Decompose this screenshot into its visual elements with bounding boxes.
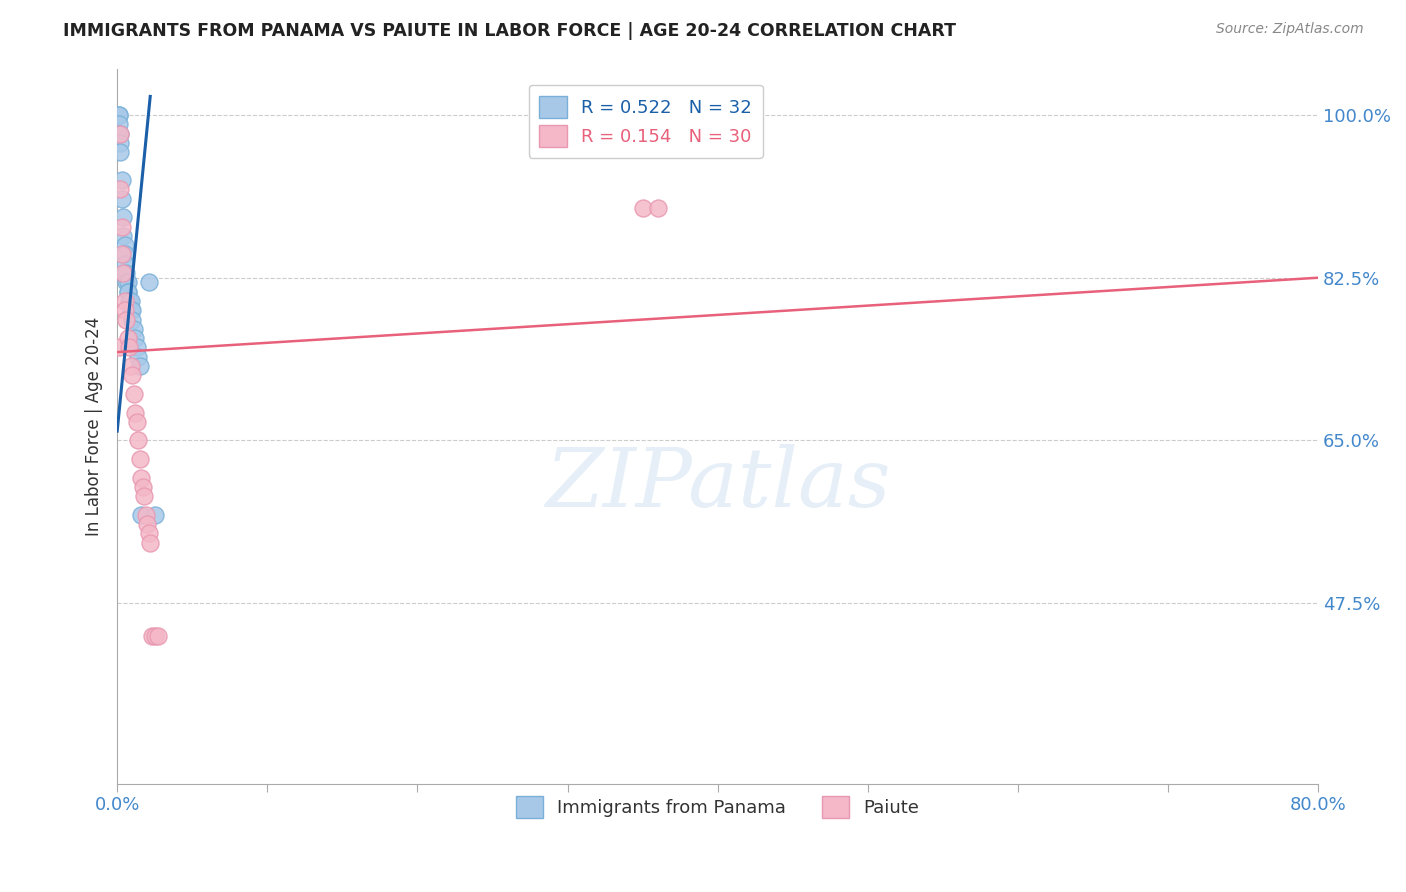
Point [117,276,139,290]
Point [143,508,166,522]
Point [647,201,669,215]
Point [108,127,131,141]
Point [122,322,145,336]
Text: 0.0%: 0.0% [94,796,139,814]
Point [107,341,129,355]
Point [146,629,169,643]
Point [115,266,138,280]
Legend: Immigrants from Panama, Paiute: Immigrants from Panama, Paiute [509,789,927,825]
Point [117,285,139,299]
Text: ZIPatlas: ZIPatlas [546,443,890,524]
Point [128,359,150,373]
Point [129,508,152,522]
Point [115,312,138,326]
Point [120,293,142,308]
Point [111,192,134,206]
Point [129,470,152,484]
Point [138,276,160,290]
Point [127,434,149,448]
Point [111,173,134,187]
Point [143,629,166,643]
Point [117,285,139,299]
Point [118,293,141,308]
Point [114,303,136,318]
Point [112,228,135,243]
Point [124,405,146,419]
Point [118,341,141,355]
Point [107,117,129,131]
Text: IMMIGRANTS FROM PANAMA VS PAIUTE IN LABOR FORCE | AGE 20-24 CORRELATION CHART: IMMIGRANTS FROM PANAMA VS PAIUTE IN LABO… [63,22,956,40]
Point [111,219,134,234]
Point [631,201,654,215]
Point [114,238,136,252]
Point [108,136,131,150]
Point [107,127,129,141]
Point [122,387,145,401]
Point [114,293,136,308]
Text: 80.0%: 80.0% [1289,796,1347,814]
Point [108,127,131,141]
Point [121,312,143,326]
Y-axis label: In Labor Force | Age 20-24: In Labor Force | Age 20-24 [86,317,103,536]
Point [125,341,148,355]
Point [135,508,157,522]
Point [136,517,159,532]
Point [125,415,148,429]
Point [127,350,149,364]
Point [121,303,143,318]
Point [132,480,155,494]
Point [121,368,143,383]
Point [107,108,129,122]
Point [139,535,162,549]
Text: Source: ZipAtlas.com: Source: ZipAtlas.com [1216,22,1364,37]
Point [138,526,160,541]
Point [128,452,150,467]
Point [124,331,146,345]
Point [108,145,131,160]
Point [114,247,136,261]
Point [112,211,135,225]
Point [114,257,136,271]
Point [120,359,142,373]
Point [112,266,135,280]
Point [111,247,134,261]
Point [108,182,131,196]
Point [117,331,139,345]
Point [141,629,163,643]
Point [134,489,156,503]
Point [115,276,138,290]
Point [107,108,129,122]
Point [120,303,142,318]
